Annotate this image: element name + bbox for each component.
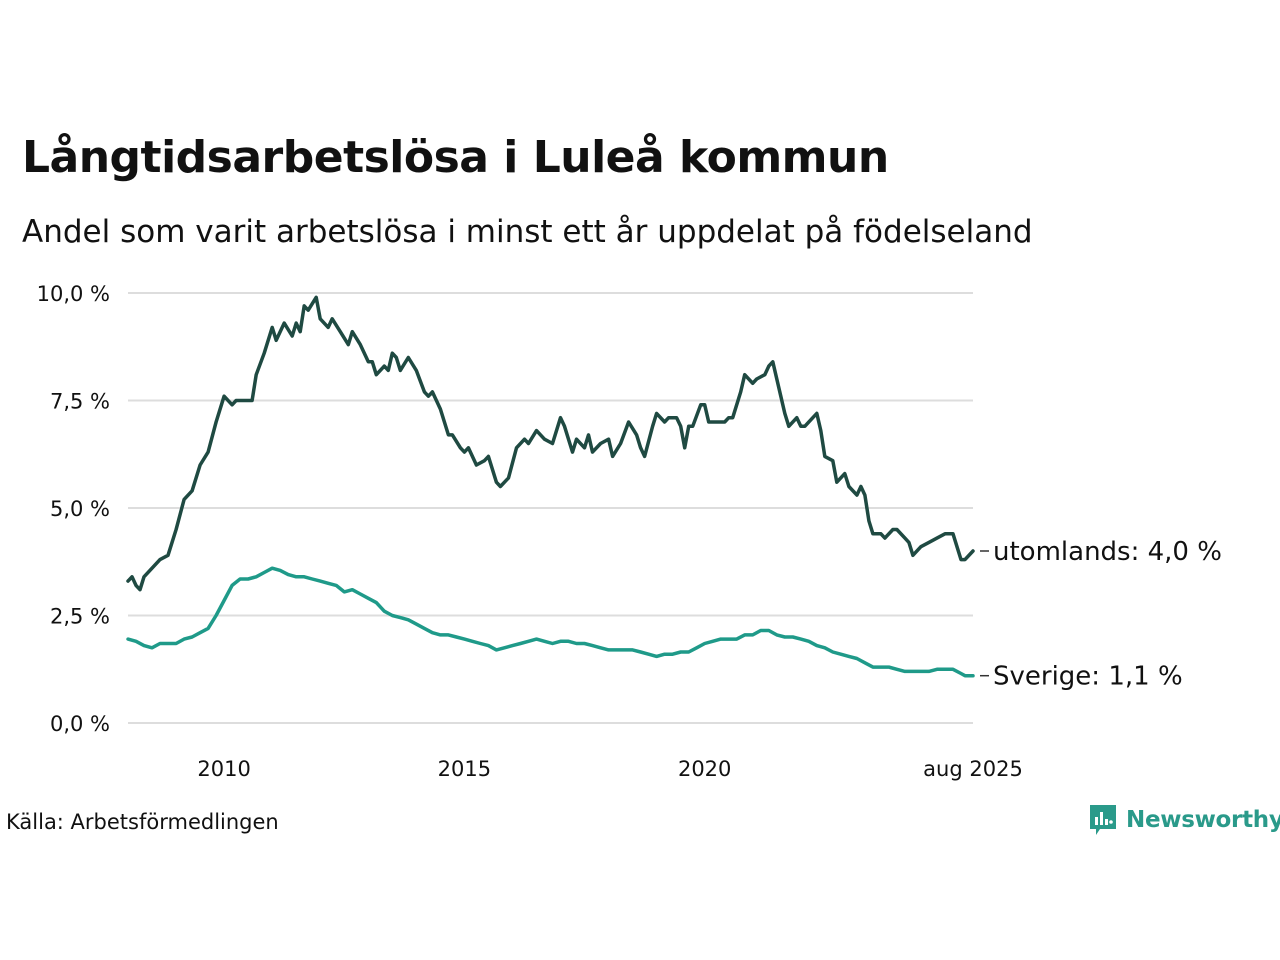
y-tick-label: 0,0 % [50, 712, 110, 736]
end-label-utomlands: utomlands: 4,0 % [993, 537, 1222, 567]
x-tick-label: aug 2025 [923, 757, 1023, 781]
y-tick-label: 5,0 % [50, 497, 110, 521]
x-tick-label: 2020 [678, 757, 731, 781]
x-tick-label: 2015 [438, 757, 491, 781]
series-line-utomlands [126, 295, 975, 592]
y-tick-label: 10,0 % [37, 282, 110, 306]
end-label-sverige: Sverige: 1,1 % [993, 662, 1183, 692]
gridlines [128, 292, 973, 724]
brand-logo[interactable]: Newsworthy [1088, 803, 1280, 837]
x-tick-label: 2010 [197, 757, 250, 781]
y-axis: 0,0 % 2,5 % 5,0 % 7,5 % 10,0 % [37, 282, 110, 736]
chart-subtitle: Andel som varit arbetslösa i minst ett å… [22, 214, 1033, 250]
newsworthy-logo-icon [1090, 805, 1116, 835]
y-tick-label: 2,5 % [50, 605, 110, 629]
chart-title: Långtidsarbetslösa i Luleå kommun [22, 132, 889, 183]
end-labels: utomlands: 4,0 % Sverige: 1,1 % [980, 537, 1222, 692]
source-note: Källa: Arbetsförmedlingen [6, 810, 279, 834]
series-line-sverige [126, 566, 975, 678]
x-axis: 2010 2015 2020 aug 2025 [197, 757, 1022, 781]
brand-name: Newsworthy [1126, 807, 1280, 833]
y-tick-label: 7,5 % [50, 390, 110, 414]
series-lines [126, 295, 975, 678]
